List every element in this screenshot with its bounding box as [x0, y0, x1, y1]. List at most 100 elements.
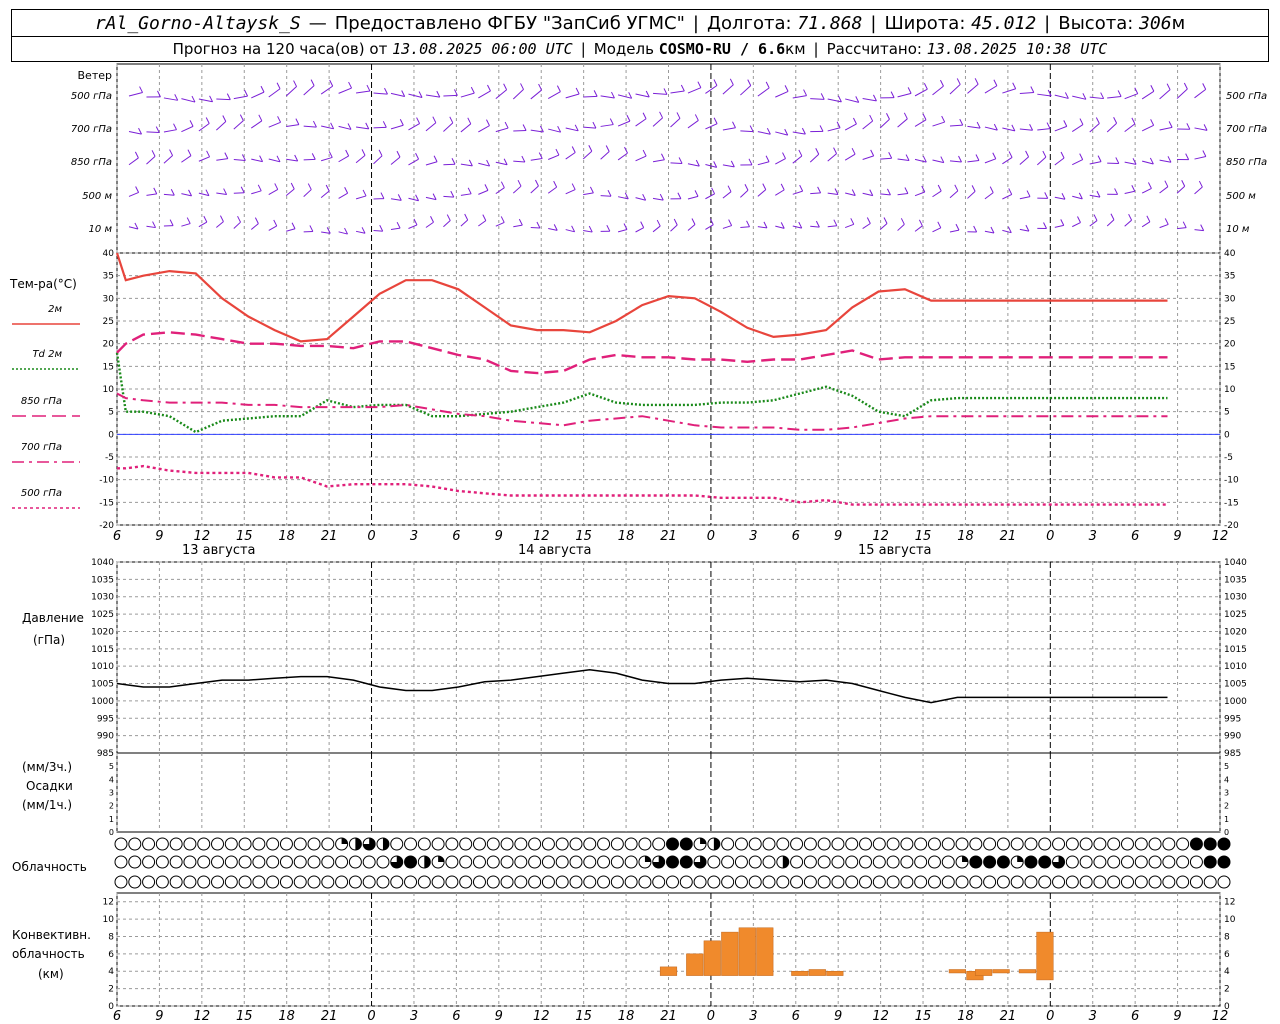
wind-barb	[583, 95, 598, 98]
cloud-cover-fill	[1017, 856, 1024, 862]
wind-barb	[862, 155, 874, 160]
wind-level-label-left: 500 гПа	[71, 91, 112, 102]
cloud-cover-circle	[914, 875, 928, 889]
cloud-cover-circle	[155, 837, 169, 851]
cloud-cover-circle	[1148, 855, 1162, 869]
x-tick-label-bottom: 0	[707, 1009, 715, 1024]
wind-barb	[827, 192, 839, 195]
x-tick-label-bottom: 6	[1131, 1009, 1139, 1024]
wind-barb-flag	[226, 93, 231, 100]
wind-barb-flag	[907, 87, 912, 94]
wind-barb-flag	[923, 83, 928, 90]
x-tick-label-top: 9	[1173, 529, 1181, 544]
cloud-cover-fill	[782, 856, 789, 868]
wind-barb	[897, 223, 905, 231]
wind-level-label-left: 10 м	[89, 224, 113, 235]
wind-level-label-left: 500 м	[82, 191, 112, 202]
wind-barb-flag	[691, 218, 696, 225]
wind-level-label-left: 700 гПа	[71, 124, 112, 135]
wind-barb-flag	[747, 79, 752, 86]
wind-barb	[1036, 156, 1047, 166]
wind-barb-flag	[307, 183, 312, 190]
cloud-cover-fill	[652, 856, 665, 868]
cloud-cover-circle	[431, 875, 445, 889]
wind-barb	[408, 224, 418, 229]
wind-barb-flag	[729, 78, 734, 86]
cloud-cover-circle	[169, 875, 183, 889]
x-tick-label-bottom: 6	[452, 1009, 460, 1024]
wind-barb	[722, 191, 732, 199]
wind-barb	[1124, 123, 1136, 132]
cloud-cover-circle	[817, 855, 831, 869]
wind-barb	[635, 93, 650, 98]
cloud-cover-circle	[238, 837, 252, 851]
temp-grid-tick-left: 40	[103, 249, 115, 259]
wind-barb	[355, 230, 366, 234]
wind-barb	[198, 156, 210, 162]
conv-tick-right: 6	[1224, 950, 1230, 960]
cloud-cover-fill	[438, 856, 445, 862]
wind-barb-flag	[784, 128, 789, 136]
cloud-cover-circle	[1134, 855, 1148, 869]
wind-barb	[251, 158, 263, 163]
wind-level-label-right: 700 гПа	[1226, 124, 1267, 135]
cloud-cover-circle	[1176, 837, 1190, 851]
wind-barb-flag	[1012, 82, 1017, 89]
conv-tick-right: 0	[1224, 1002, 1230, 1012]
cloud-cover-circle	[1217, 855, 1231, 869]
wind-barb	[1107, 95, 1122, 99]
wind-barb-flag	[624, 146, 628, 154]
wind-barb-flag	[134, 151, 139, 159]
wind-barb	[286, 158, 298, 162]
wind-barb	[1159, 186, 1169, 194]
wind-barb-flag	[711, 187, 716, 195]
cloud-cover-circle	[128, 875, 142, 889]
cloud-cover-circle	[1079, 875, 1093, 889]
wind-barb	[949, 190, 959, 199]
wind-barb	[1159, 89, 1171, 100]
wind-barb	[600, 151, 610, 160]
temp-grid-tick-right: -5	[1224, 453, 1233, 463]
temp-title: Тем-ра(°С)	[9, 277, 77, 291]
wind-barb-flag	[918, 219, 923, 227]
wind-barb-flag	[1131, 185, 1136, 192]
wind-barb	[1176, 185, 1186, 194]
wind-barb	[844, 123, 857, 131]
wind-barb-flag	[482, 214, 487, 221]
wind-barb	[495, 127, 509, 133]
wind-barb	[443, 94, 458, 97]
cloud-cover-circle	[624, 855, 638, 869]
wind-barb	[303, 125, 317, 128]
wind-barb-flag	[1115, 157, 1120, 164]
cloud-cover-circle	[762, 855, 776, 869]
cloud-cover-circle	[307, 855, 321, 869]
wind-barb	[495, 221, 505, 227]
cloud-cover-circle	[500, 837, 514, 851]
cloud-cover-circle	[1176, 875, 1190, 889]
wind-barb-flag	[1064, 92, 1069, 99]
wind-barb-flag	[959, 118, 964, 126]
cloud-cover-circle	[583, 855, 597, 869]
wind-barb	[303, 158, 316, 161]
wind-barb-flag	[624, 192, 629, 200]
wind-level-label-right: 500 гПа	[1226, 91, 1267, 102]
pressure-line	[116, 668, 1168, 704]
lat-value: 45.012	[971, 12, 1037, 34]
wind-barb-flag	[449, 116, 454, 124]
cloud-cover-circle	[900, 875, 914, 889]
cloud-cover-circle	[404, 855, 418, 869]
wind-barb	[1141, 124, 1154, 132]
wind-barb-flag	[1043, 222, 1047, 229]
wind-barb	[460, 163, 473, 167]
pressure-grid-tick-right: 990	[1224, 732, 1241, 742]
cloud-cover-circle	[279, 875, 293, 889]
cloud-cover-circle	[872, 875, 886, 889]
cloud-cover-circle	[859, 875, 873, 889]
cloud-cover-circle	[983, 837, 997, 851]
cloud-cover-circle	[1134, 837, 1148, 851]
cloud-cover-circle	[445, 837, 459, 851]
wind-barb	[670, 162, 683, 164]
cloud-cover-circle	[459, 875, 473, 889]
cloud-cover-circle	[128, 855, 142, 869]
x-tick-label-top: 18	[618, 529, 635, 544]
